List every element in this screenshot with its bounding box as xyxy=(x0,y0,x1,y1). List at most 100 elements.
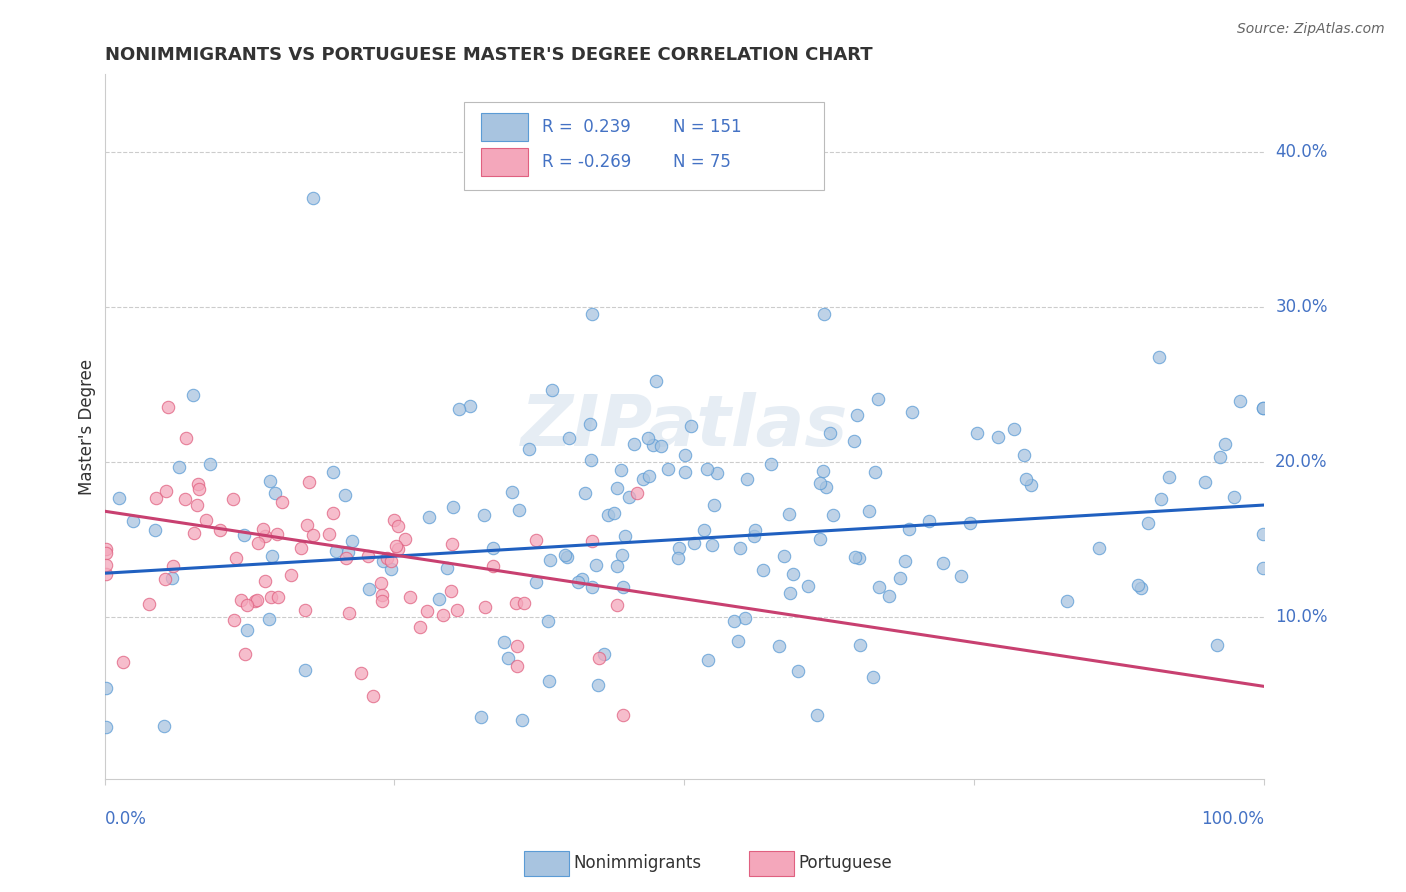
Point xyxy=(1126,578,1149,592)
Point xyxy=(1157,469,1180,483)
Point xyxy=(264,486,287,500)
Point xyxy=(734,610,756,624)
Point xyxy=(1130,581,1153,595)
Point xyxy=(821,508,844,522)
Point xyxy=(623,437,645,451)
Point xyxy=(337,606,360,620)
Point xyxy=(143,523,166,537)
Point xyxy=(1209,450,1232,465)
Point xyxy=(262,549,284,563)
Point xyxy=(571,573,593,587)
Point xyxy=(862,670,884,684)
Text: N = 75: N = 75 xyxy=(672,153,731,171)
Point xyxy=(236,623,259,637)
Point xyxy=(302,191,325,205)
Point xyxy=(236,598,259,612)
Point xyxy=(588,651,610,665)
Point xyxy=(706,466,728,480)
Point xyxy=(524,533,547,547)
Point xyxy=(298,475,321,489)
Point xyxy=(94,567,117,582)
Point xyxy=(966,425,988,440)
Point xyxy=(382,513,405,527)
Point xyxy=(759,457,782,471)
Point xyxy=(782,567,804,582)
Point xyxy=(280,568,302,582)
Point xyxy=(735,472,758,486)
Point xyxy=(418,510,440,524)
Point xyxy=(1019,477,1042,491)
Point xyxy=(633,472,655,486)
Point xyxy=(858,504,880,518)
Point xyxy=(112,655,135,669)
Point xyxy=(233,528,256,542)
Point xyxy=(208,523,231,537)
Point xyxy=(387,541,409,556)
Point xyxy=(186,498,208,512)
Point xyxy=(441,537,464,551)
Point xyxy=(820,425,842,440)
Point xyxy=(744,523,766,537)
Point xyxy=(524,574,547,589)
Point xyxy=(387,518,409,533)
Text: N = 151: N = 151 xyxy=(672,118,741,136)
Point xyxy=(449,402,471,417)
Point xyxy=(267,591,290,605)
Point xyxy=(94,546,117,560)
Point xyxy=(481,559,503,574)
Point xyxy=(727,633,749,648)
Point xyxy=(950,569,973,583)
Point xyxy=(877,589,900,603)
Point xyxy=(772,549,794,564)
Point xyxy=(245,594,267,608)
Point xyxy=(322,465,344,479)
Point xyxy=(385,540,408,554)
Text: NONIMMIGRANTS VS PORTUGUESE MASTER'S DEGREE CORRELATION CHART: NONIMMIGRANTS VS PORTUGUESE MASTER'S DEG… xyxy=(104,46,872,64)
Point xyxy=(778,507,800,521)
Point xyxy=(1251,401,1274,415)
Point xyxy=(987,430,1010,444)
Point xyxy=(409,620,432,634)
Point xyxy=(167,460,190,475)
Point xyxy=(638,468,661,483)
Point xyxy=(259,475,281,489)
Point xyxy=(458,399,481,413)
Point xyxy=(606,482,628,496)
Point xyxy=(394,532,416,546)
Point xyxy=(643,438,665,452)
Point xyxy=(350,666,373,681)
Text: 100.0%: 100.0% xyxy=(1201,810,1264,828)
Point xyxy=(108,491,131,505)
Point xyxy=(246,536,269,550)
Point xyxy=(806,707,828,722)
Point xyxy=(1002,422,1025,436)
Point xyxy=(581,307,603,321)
Point xyxy=(510,713,533,727)
Point xyxy=(693,523,716,537)
Point xyxy=(593,648,616,662)
Point xyxy=(810,532,832,546)
Point xyxy=(398,590,420,604)
Point xyxy=(470,709,492,723)
Point xyxy=(519,442,541,456)
Point xyxy=(229,593,252,607)
Point xyxy=(1087,541,1109,556)
Point xyxy=(446,603,468,617)
Point xyxy=(94,720,117,734)
Point xyxy=(266,527,288,541)
Point xyxy=(558,431,581,445)
Point xyxy=(703,499,725,513)
FancyBboxPatch shape xyxy=(464,103,824,191)
Point xyxy=(295,518,318,533)
Point xyxy=(94,541,117,556)
Point xyxy=(340,533,363,548)
Point xyxy=(700,539,723,553)
Point xyxy=(359,582,381,596)
Point xyxy=(900,405,922,419)
Point xyxy=(844,434,866,448)
Point xyxy=(768,639,790,653)
Point xyxy=(94,558,117,572)
Point xyxy=(1223,490,1246,504)
Point xyxy=(505,596,527,610)
Point xyxy=(579,417,602,431)
